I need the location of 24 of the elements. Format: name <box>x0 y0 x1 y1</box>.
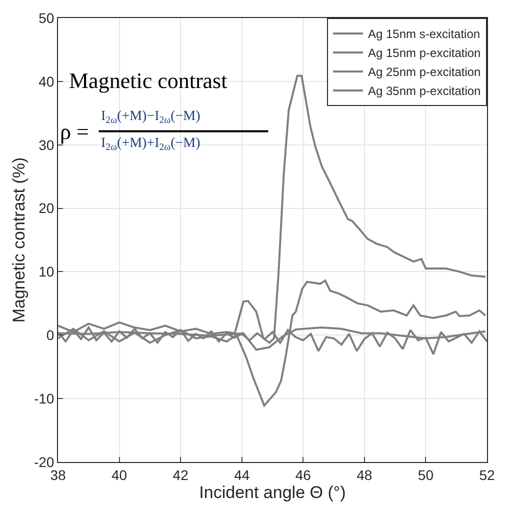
y-tick-label: 10 <box>38 264 54 280</box>
legend-label: Ag 35nm p-excitation <box>368 84 481 98</box>
x-tick-label: 48 <box>356 466 372 483</box>
annotation: I$_{2ω}$(+M)+I$_{2ω}$(−M) <box>101 136 201 153</box>
x-tick-label: 46 <box>295 466 312 483</box>
x-tick-label: 44 <box>234 466 250 483</box>
y-tick-label: 0 <box>46 327 54 344</box>
y-tick-label: 50 <box>38 10 54 26</box>
annotation: ρ = <box>60 119 89 144</box>
y-tick-label: 20 <box>38 200 54 216</box>
y-axis-title: Magnetic contrast (%) <box>10 157 29 323</box>
x-tick-label: 50 <box>418 466 434 483</box>
annotation: I$_{2ω}$(+M)−I$_{2ω}$(−M) <box>101 109 201 126</box>
legend-label: Ag 15nm s-excitation <box>368 27 480 42</box>
legend-label: Ag 25nm p-excitation <box>368 65 481 80</box>
x-axis-title: Incident angle Θ (°) <box>199 483 346 502</box>
x-tick-label: 52 <box>479 466 495 483</box>
y-tick-label: -10 <box>34 390 54 406</box>
legend-label: Ag 15nm p-excitation <box>368 46 481 60</box>
y-tick-label: 40 <box>38 73 54 90</box>
x-tick-label: 40 <box>112 466 128 483</box>
annotation: Magnetic contrast <box>69 68 228 93</box>
y-tick-label: 30 <box>38 136 54 153</box>
x-tick-label: 42 <box>172 466 189 483</box>
